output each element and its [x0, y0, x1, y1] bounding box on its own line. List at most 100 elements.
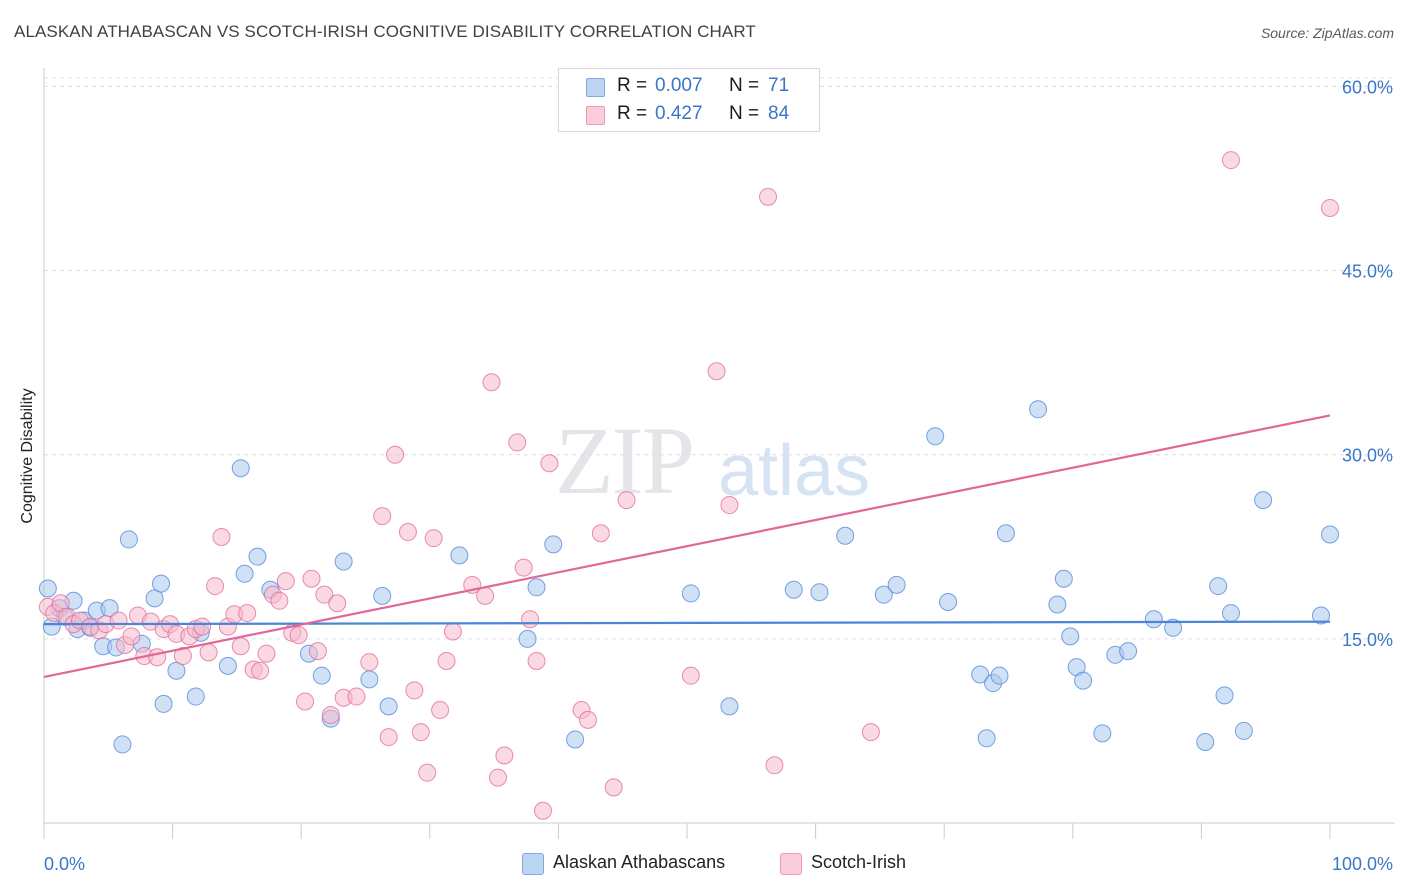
point-athabascan	[154, 694, 173, 713]
point-scotch-irish	[578, 710, 597, 729]
trend-lines	[43, 414, 1331, 678]
point-scotch-irish	[199, 643, 218, 662]
point-athabascan	[810, 583, 829, 602]
point-scotch-irish	[1221, 151, 1240, 170]
point-athabascan	[248, 547, 267, 566]
point-scotch-irish	[321, 705, 340, 724]
legend-r-value: 0.007	[655, 75, 703, 96]
point-scotch-irish	[533, 801, 552, 820]
data-points	[38, 151, 1339, 820]
point-athabascan	[379, 697, 398, 716]
point-athabascan	[1074, 671, 1093, 690]
point-athabascan	[527, 578, 546, 597]
point-athabascan	[152, 574, 171, 593]
point-scotch-irish	[373, 507, 392, 526]
point-scotch-irish	[212, 527, 231, 546]
point-athabascan	[450, 546, 469, 565]
point-athabascan	[235, 564, 254, 583]
point-scotch-irish	[681, 666, 700, 685]
legend-r-label: R =	[617, 75, 648, 96]
point-athabascan	[119, 530, 138, 549]
source-credit: Source: ZipAtlas.com	[1260, 25, 1394, 41]
point-athabascan	[1321, 525, 1339, 544]
point-athabascan	[544, 535, 563, 554]
point-scotch-irish	[521, 610, 540, 629]
point-athabascan	[518, 629, 537, 648]
x-tick-label-max: 100.0%	[1332, 854, 1393, 874]
legend-label: Scotch-Irish	[811, 852, 907, 872]
point-athabascan	[186, 687, 205, 706]
point-athabascan	[1119, 642, 1138, 661]
point-scotch-irish	[617, 491, 636, 510]
point-scotch-irish	[257, 644, 276, 663]
point-scotch-irish	[1321, 198, 1339, 217]
point-scotch-irish	[251, 661, 270, 680]
point-athabascan	[312, 666, 331, 685]
point-athabascan	[1093, 724, 1112, 743]
point-scotch-irish	[360, 653, 379, 672]
point-athabascan	[1215, 686, 1234, 705]
point-scotch-irish	[379, 728, 398, 747]
legend-n-label: N =	[729, 75, 760, 96]
point-scotch-irish	[296, 692, 315, 711]
point-athabascan	[566, 730, 585, 749]
point-scotch-irish	[443, 622, 462, 641]
point-athabascan	[990, 666, 1009, 685]
point-scotch-irish	[437, 651, 456, 670]
point-athabascan	[360, 670, 379, 689]
point-athabascan	[939, 593, 958, 612]
legend-swatch-scotch-irish	[780, 853, 802, 875]
x-tick-label-min: 0.0%	[44, 854, 85, 874]
point-scotch-irish	[482, 373, 501, 392]
point-scotch-irish	[122, 627, 141, 646]
point-scotch-irish	[488, 768, 507, 787]
point-scotch-irish	[861, 723, 880, 742]
point-scotch-irish	[765, 756, 784, 775]
trend-line-athabascan	[43, 620, 1331, 626]
point-scotch-irish	[591, 524, 610, 543]
point-scotch-irish	[424, 529, 443, 548]
y-tick-label: 30.0%	[1342, 446, 1393, 466]
point-scotch-irish	[109, 611, 128, 630]
point-scotch-irish	[707, 362, 726, 381]
point-athabascan	[38, 579, 57, 598]
point-scotch-irish	[289, 626, 308, 645]
y-axis-label: Cognitive Disability	[19, 388, 36, 524]
point-scotch-irish	[302, 569, 321, 588]
point-athabascan	[1164, 618, 1183, 637]
y-tick-label: 45.0%	[1342, 262, 1393, 282]
point-scotch-irish	[315, 585, 334, 604]
point-scotch-irish	[276, 572, 295, 591]
point-athabascan	[1029, 400, 1048, 419]
point-athabascan	[231, 459, 250, 478]
legend-swatch-athabascan	[586, 78, 605, 97]
point-scotch-irish	[527, 651, 546, 670]
y-tick-label: 60.0%	[1342, 77, 1393, 97]
point-athabascan	[334, 552, 353, 571]
point-athabascan	[887, 575, 906, 594]
axes	[43, 68, 1395, 839]
legend-row-scotch-irish: R = 0.427 N = 84	[559, 101, 819, 129]
point-athabascan	[1196, 732, 1215, 751]
trend-line-scotch-irish	[43, 414, 1331, 678]
point-scotch-irish	[720, 496, 739, 515]
point-athabascan	[720, 697, 739, 716]
point-scotch-irish	[540, 454, 559, 473]
point-athabascan	[977, 729, 996, 748]
point-athabascan	[926, 427, 945, 446]
point-scotch-irish	[231, 637, 250, 656]
point-athabascan	[1054, 569, 1073, 588]
point-athabascan	[681, 584, 700, 603]
point-scotch-irish	[431, 701, 450, 720]
point-athabascan	[218, 656, 237, 675]
point-athabascan	[1048, 595, 1067, 614]
point-scotch-irish	[308, 642, 327, 661]
point-scotch-irish	[386, 445, 405, 464]
point-scotch-irish	[411, 723, 430, 742]
grid-lines	[44, 77, 1395, 640]
series-legend: Alaskan Athabascans Scotch-Irish	[0, 851, 1406, 877]
point-scotch-irish	[508, 433, 527, 452]
point-scotch-irish	[495, 746, 514, 765]
watermark-atlas: atlas	[718, 431, 871, 511]
point-scotch-irish	[193, 617, 212, 636]
